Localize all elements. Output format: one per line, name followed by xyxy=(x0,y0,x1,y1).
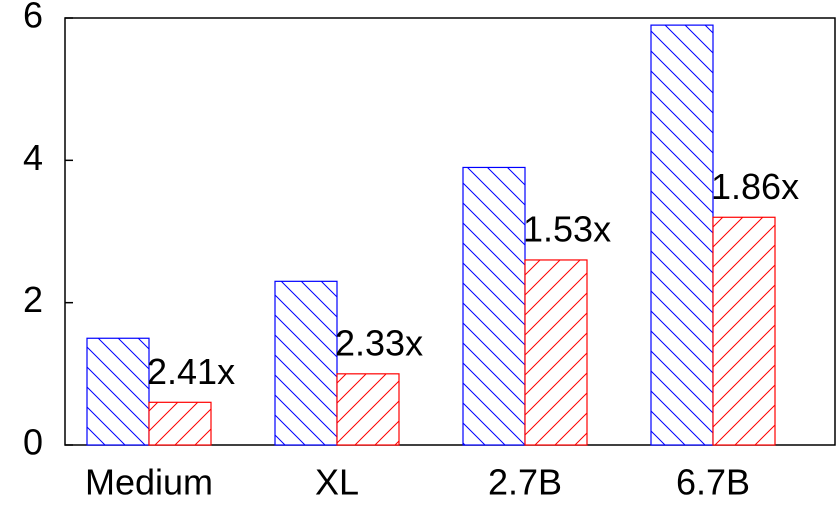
bar xyxy=(274,280,338,446)
bar xyxy=(462,166,526,446)
annotation: 2.33x xyxy=(335,322,423,363)
bar xyxy=(336,373,400,446)
y-tick-label: 0 xyxy=(23,422,43,463)
y-tick-label: 2 xyxy=(23,279,43,320)
y-tick-label: 4 xyxy=(23,137,43,178)
annotation: 1.86x xyxy=(711,166,799,207)
bar xyxy=(650,24,714,446)
annotation: 1.53x xyxy=(523,208,611,249)
y-tick-label: 6 xyxy=(23,0,43,36)
x-tick-label: Medium xyxy=(85,462,213,503)
plot-frame xyxy=(64,17,836,446)
bar xyxy=(524,259,588,446)
x-tick-label: 6.7B xyxy=(676,462,750,503)
annotation: 2.41x xyxy=(147,351,235,392)
bar xyxy=(148,401,212,446)
bar xyxy=(712,216,776,446)
x-tick-label: XL xyxy=(315,462,359,503)
x-tick-label: 2.7B xyxy=(488,462,562,503)
bar xyxy=(86,337,150,446)
